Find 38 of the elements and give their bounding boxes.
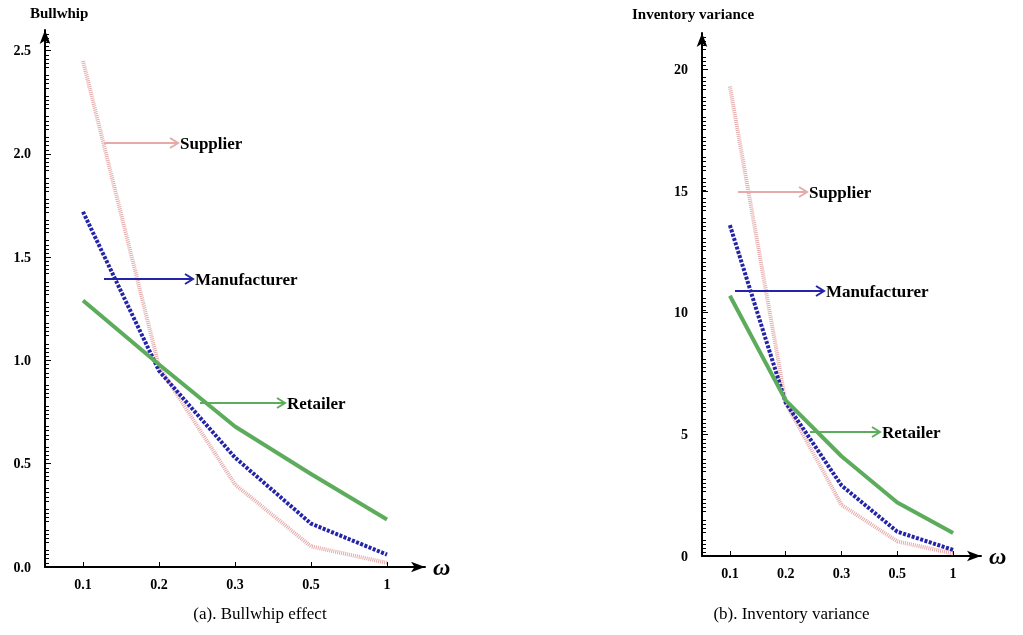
y-tick-label: 2.5 — [13, 43, 31, 59]
y-tick-label: 10 — [674, 305, 688, 321]
y-tick-label: 0 — [681, 548, 688, 564]
y-tick-label: 15 — [674, 183, 688, 199]
y-axis-title: Inventory variance — [632, 5, 755, 22]
line-series — [81, 58, 389, 565]
x-tick-label: 0.2 — [776, 565, 795, 581]
legend-label: Manufacturer — [195, 270, 299, 289]
x-tick-label: 0.1 — [721, 565, 739, 581]
line-series — [81, 209, 389, 557]
y-tick-label: 5 — [681, 426, 688, 442]
line-series — [727, 223, 956, 552]
y-tick-label: 0.0 — [13, 559, 31, 575]
line-series — [81, 298, 389, 522]
x-tick-label: 1 — [383, 576, 391, 592]
x-axis-title: ω — [433, 554, 451, 580]
x-tick-label: 1 — [949, 565, 957, 581]
x-tick-label: 0.3 — [226, 576, 244, 592]
legend-label: Retailer — [287, 394, 346, 413]
legend-label: Manufacturer — [826, 282, 930, 301]
legend-label: Supplier — [180, 134, 243, 153]
text: (a). Bullwhip effect — [193, 604, 327, 623]
x-tick-label: 0.3 — [832, 565, 851, 581]
x-tick-label: 0.5 — [888, 565, 907, 581]
x-tick-label: 0.5 — [302, 576, 320, 592]
y-tick-label: 20 — [674, 61, 688, 77]
line-series — [727, 84, 956, 556]
y-tick-label: 0.5 — [13, 456, 31, 472]
x-tick-label: 0.1 — [74, 576, 92, 592]
legend-label: Retailer — [882, 423, 941, 442]
x-axis-title: ω — [989, 543, 1007, 569]
text: (b). Inventory variance — [713, 604, 870, 623]
y-tick-label: 2.0 — [13, 146, 31, 162]
legend-label: Supplier — [809, 183, 872, 202]
x-tick-label: 0.2 — [150, 576, 168, 592]
y-tick-label: 1.5 — [13, 249, 31, 265]
y-tick-label: 1.0 — [13, 352, 31, 368]
y-axis-title: Bullwhip — [30, 4, 89, 21]
